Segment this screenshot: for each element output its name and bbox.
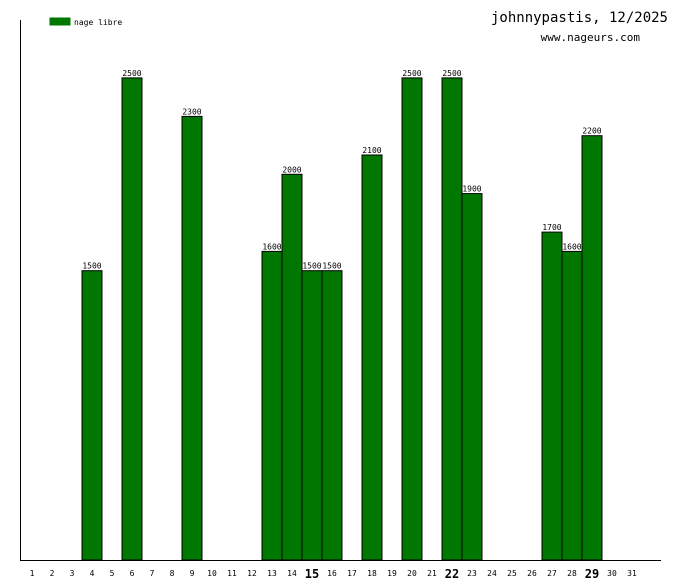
bar-day-13 xyxy=(261,250,283,561)
bar-day-6 xyxy=(121,77,143,561)
bar-value-label: 2100 xyxy=(362,146,381,155)
bar-value-label: 2500 xyxy=(122,69,141,78)
legend-label: nage libre xyxy=(74,18,122,27)
x-tick-label: 13 xyxy=(267,569,277,578)
x-tick-label: 1 xyxy=(30,569,35,578)
x-tick-label: 23 xyxy=(467,569,477,578)
x-tick-label: 19 xyxy=(387,569,397,578)
x-tick-label: 4 xyxy=(90,569,95,578)
bar-day-14 xyxy=(281,173,303,561)
bar-value-label: 1600 xyxy=(262,242,281,251)
x-tick-label: 5 xyxy=(110,569,115,578)
bar-value-label: 1900 xyxy=(462,185,481,194)
x-tick-label: 24 xyxy=(487,569,497,578)
x-tick-label: 21 xyxy=(427,569,437,578)
x-tick-label: 26 xyxy=(527,569,537,578)
bar-day-27 xyxy=(541,231,563,561)
legend: nage libre xyxy=(49,17,122,27)
bar-value-label: 2500 xyxy=(402,69,421,78)
legend-swatch xyxy=(49,17,71,26)
x-tick-label: 11 xyxy=(227,569,237,578)
x-tick-label: 3 xyxy=(70,569,75,578)
x-tick-label: 15 xyxy=(305,567,319,580)
x-tick-label: 31 xyxy=(627,569,637,578)
x-tick-label: 29 xyxy=(585,567,599,580)
bar-day-22 xyxy=(441,77,463,561)
x-tick-label: 30 xyxy=(607,569,617,578)
x-tick-label: 18 xyxy=(367,569,377,578)
bar-day-18 xyxy=(361,154,383,561)
bar-value-label: 1500 xyxy=(302,262,321,271)
x-tick-label: 14 xyxy=(287,569,297,578)
bar-day-16 xyxy=(321,270,343,561)
bar-value-label: 2500 xyxy=(442,69,461,78)
x-tick-label: 28 xyxy=(567,569,577,578)
bar-value-label: 1500 xyxy=(82,262,101,271)
x-tick-label: 17 xyxy=(347,569,357,578)
x-tick-label: 10 xyxy=(207,569,217,578)
chart-title: johnnypastis, 12/2025 xyxy=(491,10,668,26)
x-tick-label: 20 xyxy=(407,569,417,578)
x-tick-label: 7 xyxy=(150,569,155,578)
bar-value-label: 2200 xyxy=(582,127,601,136)
bar-day-23 xyxy=(461,193,483,561)
x-tick-labels: 1 2 3 4 5 6 7 8 9 10 11 12 13 14 15 16 17 18 19 20 21 22 23 24 2… xyxy=(30,567,637,580)
bar-day-9 xyxy=(181,115,203,561)
bar-value-label: 1600 xyxy=(562,242,581,251)
x-tick-label: 25 xyxy=(507,569,517,578)
x-tick-label: 16 xyxy=(327,569,337,578)
x-tick-label: 22 xyxy=(445,567,459,580)
x-tick-label: 2 xyxy=(50,569,55,578)
x-tick-label: 8 xyxy=(170,569,175,578)
x-tick-label: 9 xyxy=(190,569,195,578)
chart-subtitle: www.nageurs.com xyxy=(541,31,641,44)
x-tick-label: 27 xyxy=(547,569,557,578)
bar-value-label: 2300 xyxy=(182,107,201,116)
bar-value-label: 2000 xyxy=(282,165,301,174)
bar-value-label: 1700 xyxy=(542,223,561,232)
bar-value-label: 1500 xyxy=(322,262,341,271)
bar-day-28 xyxy=(561,250,583,561)
x-tick-label: 12 xyxy=(247,569,257,578)
bar-day-15 xyxy=(301,270,323,561)
x-tick-label: 6 xyxy=(130,569,135,578)
bar-day-29 xyxy=(581,135,603,561)
bar-day-4 xyxy=(81,270,103,561)
bar-day-20 xyxy=(401,77,423,561)
bars-group xyxy=(81,77,603,561)
